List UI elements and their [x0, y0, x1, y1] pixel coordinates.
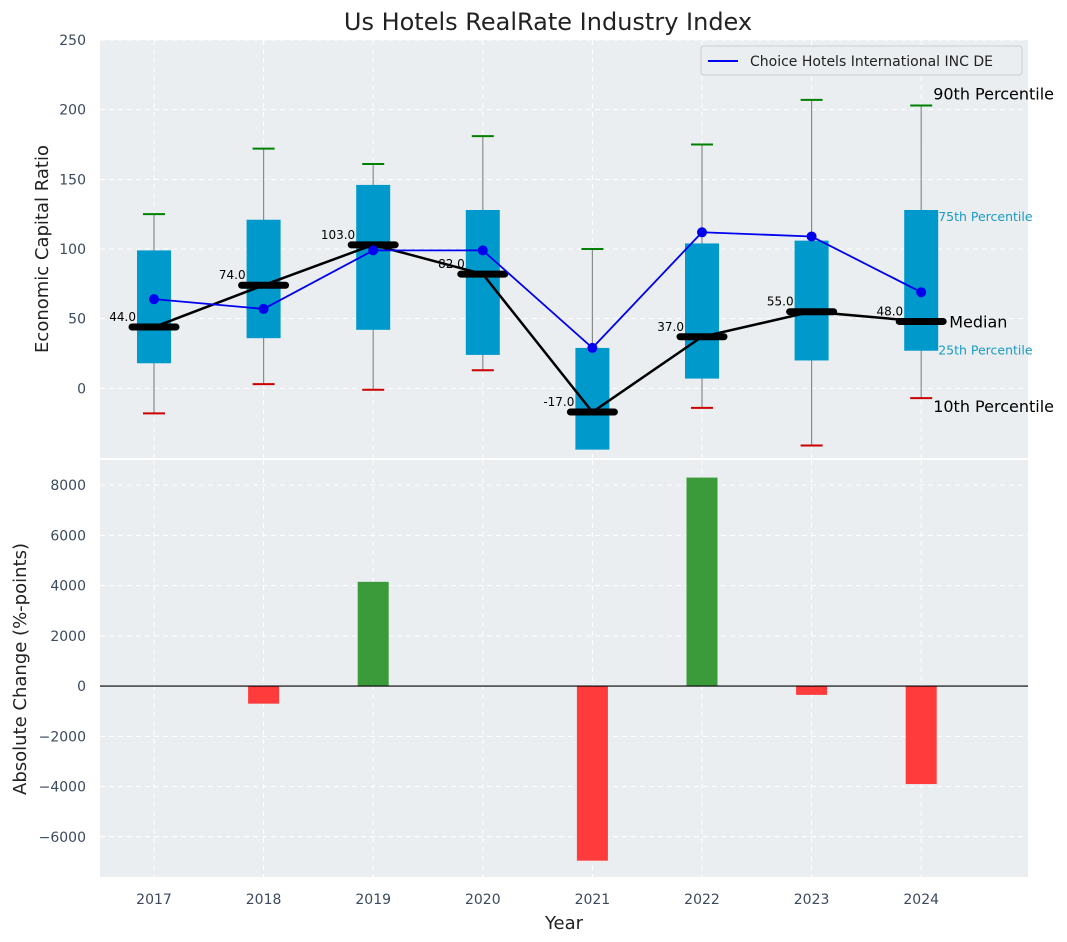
- median-value-label: 74.0: [219, 268, 246, 282]
- p25-annotation: 25th Percentile: [938, 343, 1033, 358]
- top-y-tick-label: 200: [59, 103, 86, 119]
- company-point-2024: [916, 287, 927, 298]
- change-bar-2021: [576, 686, 608, 861]
- legend-entry: Choice Hotels International INC DE: [750, 54, 993, 70]
- median-annotation: Median: [949, 312, 1007, 331]
- x-tick-label: 2023: [794, 892, 830, 908]
- change-bar-2018: [248, 686, 280, 704]
- x-tick-label: 2020: [465, 892, 501, 908]
- x-tick-label: 2018: [246, 892, 282, 908]
- p90-annotation: 90th Percentile: [933, 84, 1054, 103]
- company-point-2023: [806, 231, 817, 242]
- iqr-box-2024: [904, 209, 939, 351]
- bottom-y-tick-label: 4000: [50, 579, 86, 595]
- median-value-label: 48.0: [876, 304, 903, 318]
- bottom-y-tick-label: 6000: [50, 528, 86, 544]
- iqr-box-2017: [137, 250, 171, 364]
- bottom-y-tick-label: 0: [77, 679, 86, 695]
- iqr-box-2022: [685, 243, 719, 379]
- median-value-label: 55.0: [767, 295, 794, 309]
- x-tick-label: 2017: [136, 892, 172, 908]
- median-value-label: -17.0: [543, 395, 574, 409]
- top-y-axis-label: Economic Capital Ratio: [32, 145, 53, 353]
- x-tick-label: 2022: [684, 892, 720, 908]
- median-value-label: 82.0: [438, 257, 465, 271]
- change-bar-2023: [796, 686, 828, 695]
- x-axis-label: Year: [544, 913, 584, 934]
- top-y-tick-label: 0: [77, 381, 86, 397]
- bottom-plot-area: [100, 460, 1028, 877]
- top-y-tick-label: 150: [59, 172, 86, 188]
- bottom-y-tick-label: −2000: [39, 729, 86, 745]
- legend-box: [700, 45, 1023, 76]
- company-point-2018: [258, 303, 269, 314]
- top-y-tick-label: 100: [59, 242, 86, 258]
- iqr-box-2023: [794, 240, 829, 361]
- p75-annotation: 75th Percentile: [938, 209, 1033, 224]
- company-point-2019: [368, 245, 379, 256]
- x-tick-label: 2019: [355, 892, 391, 908]
- company-point-2020: [477, 245, 488, 256]
- iqr-box-2018: [246, 219, 281, 339]
- bottom-y-tick-label: 8000: [50, 478, 86, 494]
- legend: Choice Hotels International INC DE: [700, 45, 1023, 76]
- median-value-label: 103.0: [321, 228, 355, 242]
- median-trend-line: [153, 243, 922, 414]
- bottom-y-axis-label: Absolute Change (%-points): [10, 543, 31, 795]
- change-bar-2024: [905, 686, 937, 785]
- chart-title: Us Hotels RealRate Industry Index: [344, 8, 752, 36]
- change-bar-2022: [686, 477, 718, 687]
- x-tick-label: 2021: [575, 892, 611, 908]
- bottom-y-tick-label: 2000: [50, 629, 86, 645]
- top-y-tick-label: 250: [59, 33, 86, 49]
- company-point-2017: [149, 294, 159, 305]
- median-value-label: 44.0: [109, 310, 136, 324]
- iqr-box-2020: [465, 209, 500, 355]
- top-y-tick-label: 50: [68, 312, 86, 328]
- company-point-2022: [697, 227, 707, 238]
- x-tick-label: 2024: [903, 892, 939, 908]
- company-line: [153, 231, 922, 350]
- company-point-2021: [587, 342, 598, 353]
- change-bar-2019: [357, 581, 389, 687]
- median-value-label: 37.0: [657, 320, 684, 334]
- bottom-y-tick-label: −6000: [39, 830, 86, 846]
- p10-annotation: 10th Percentile: [933, 397, 1054, 416]
- bottom-y-tick-label: −4000: [39, 780, 86, 796]
